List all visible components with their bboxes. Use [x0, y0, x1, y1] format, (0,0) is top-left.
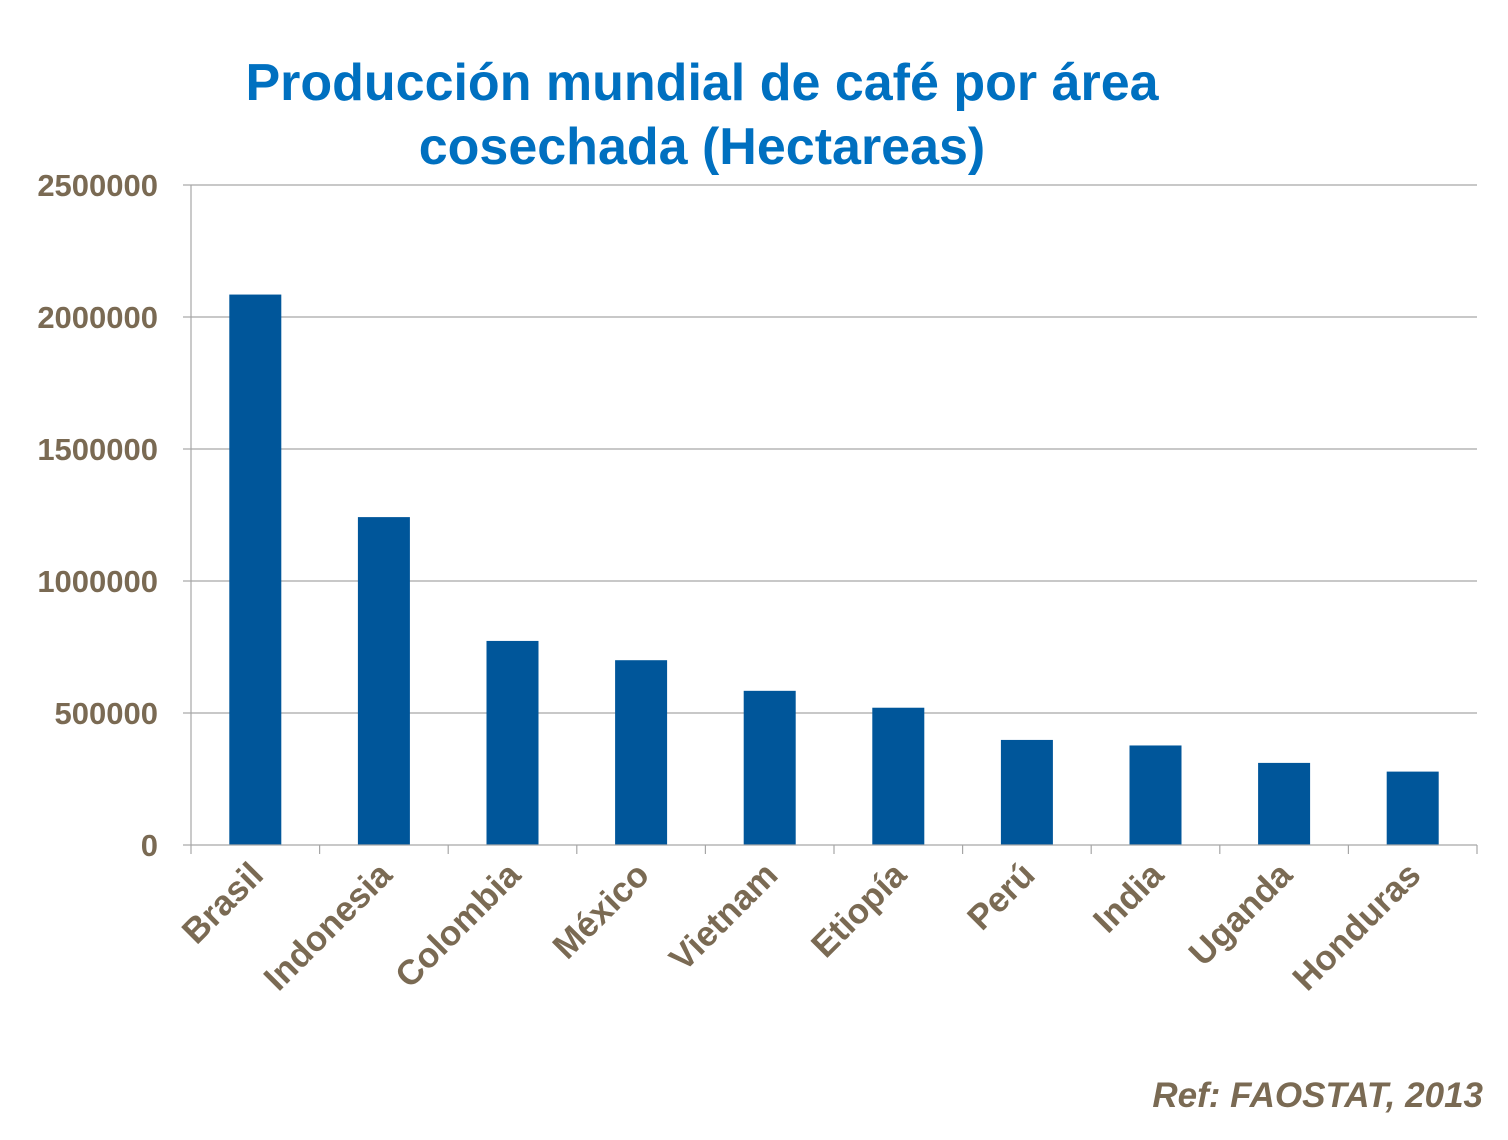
y-tick-label: 500000	[55, 696, 158, 731]
axes	[183, 184, 1478, 854]
x-tick-label: Uganda	[1181, 855, 1300, 974]
y-tick-label: 1500000	[37, 432, 158, 467]
y-tick-labels: 0 500000 1000000 1500000 2000000 2500000	[37, 168, 158, 863]
x-tick-label: Perú	[960, 855, 1043, 938]
bar-méxico	[615, 660, 668, 845]
x-tick-label: India	[1086, 855, 1172, 941]
y-tick-label: 2000000	[37, 300, 158, 335]
x-tick-label: México	[545, 855, 656, 966]
y-tick-label: 0	[141, 828, 158, 863]
x-tick-label: Colombia	[388, 855, 529, 996]
bar-colombia	[486, 640, 539, 845]
bar-india	[1129, 745, 1182, 845]
y-tick-label: 2500000	[37, 168, 158, 203]
bar-etiopía	[872, 707, 925, 845]
bars	[229, 294, 1439, 845]
y-tick-label: 1000000	[37, 564, 158, 599]
x-tick-label: Vietnam	[662, 855, 785, 978]
x-tick-label: Brasil	[175, 855, 271, 951]
bar-indonesia	[357, 517, 410, 845]
chart-title-line-2: cosechada (Hectareas)	[419, 118, 986, 176]
bar-perú	[1000, 739, 1053, 845]
bar-brasil	[229, 294, 282, 845]
source-reference: Ref: FAOSTAT, 2013	[1152, 1076, 1483, 1115]
bar-honduras	[1386, 771, 1439, 845]
x-tick-label: Indonesia	[256, 855, 399, 998]
bar-vietnam	[743, 690, 796, 845]
chart-title-line-1: Producción mundial de café por área	[245, 54, 1159, 112]
x-tick-label: Honduras	[1285, 855, 1428, 998]
x-tick-label: Etiopía	[804, 855, 914, 965]
bar-uganda	[1258, 762, 1311, 845]
